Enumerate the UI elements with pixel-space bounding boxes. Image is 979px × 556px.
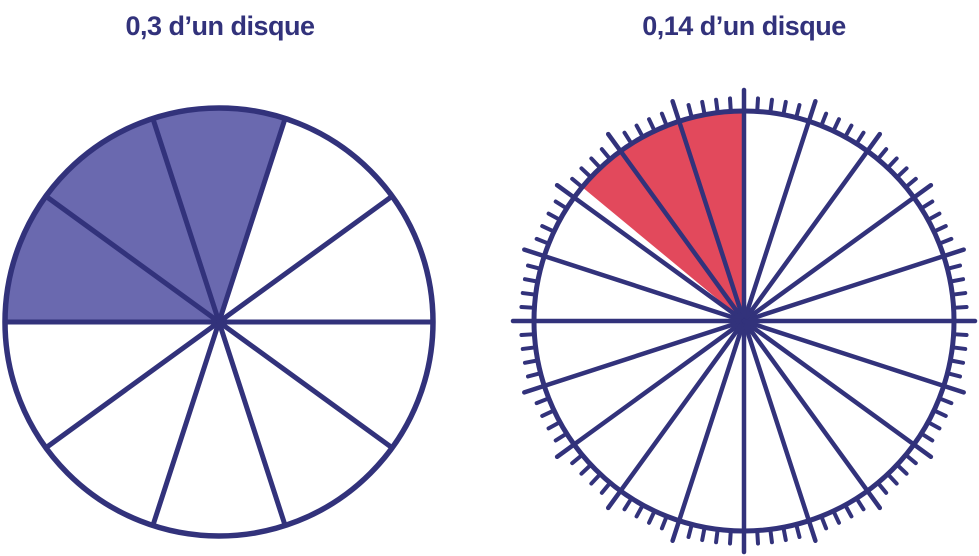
sector-line bbox=[741, 318, 818, 543]
sector-line bbox=[554, 182, 747, 324]
sector-line bbox=[150, 319, 222, 529]
sector-line bbox=[43, 319, 222, 451]
sector-line bbox=[150, 115, 222, 325]
sector-line bbox=[216, 319, 395, 451]
sector-line bbox=[216, 319, 288, 529]
right-disk bbox=[510, 87, 978, 555]
right-disk-title: 0,14 d’un disque bbox=[642, 11, 846, 41]
left-disk bbox=[2, 105, 436, 539]
sector-line bbox=[741, 318, 966, 395]
sector-line bbox=[554, 318, 747, 460]
sector-line bbox=[741, 99, 818, 324]
left-disk-title: 0,3 d’un disque bbox=[125, 11, 315, 41]
sector-line bbox=[741, 131, 883, 324]
sector-line bbox=[741, 318, 883, 511]
sector-line bbox=[216, 115, 288, 325]
disk-outline bbox=[531, 108, 957, 534]
sector-line bbox=[216, 193, 395, 325]
sector-line bbox=[741, 247, 966, 324]
sector-line bbox=[670, 99, 747, 324]
sector-line bbox=[605, 131, 747, 324]
disk-outline bbox=[2, 105, 436, 539]
sector-line bbox=[605, 318, 747, 511]
sector-line bbox=[670, 318, 747, 543]
sector-line bbox=[741, 182, 934, 324]
sector-line bbox=[43, 193, 222, 325]
sector-line bbox=[741, 318, 934, 460]
shaded-sector bbox=[4, 107, 286, 322]
sector-line bbox=[522, 247, 747, 324]
sector-line bbox=[522, 318, 747, 395]
